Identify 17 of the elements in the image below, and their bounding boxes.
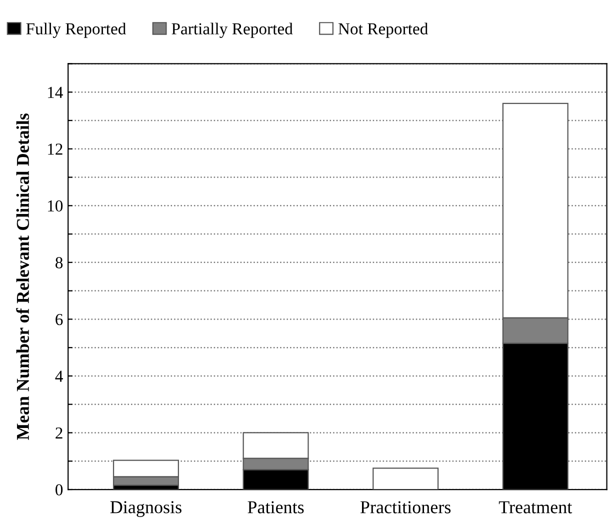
y-tick-label: 0 [56,484,63,496]
legend-label: Partially Reported [172,22,293,38]
y-tick-label: 4 [55,370,63,382]
x-tick-label: Patients [248,501,304,514]
y-tick-label: 8 [56,257,63,268]
x-tick-label: Practitioners [360,501,451,514]
x-tick-label: Treatment [498,501,572,514]
bar [372,468,439,490]
y-tick-label: 6 [56,314,63,326]
legend-label: Not Reported [338,22,428,38]
x-tick-label: Diagnosis [110,501,182,517]
y-tick-label: 12 [48,144,62,155]
y-tick-label: 14 [48,86,63,98]
y-tick-label: 2 [56,427,62,439]
y-tick-label: 10 [48,200,63,212]
legend-label: Fully Reported [26,22,126,38]
y-axis-title: Mean Number of Relevant Clinical Details [16,113,30,440]
